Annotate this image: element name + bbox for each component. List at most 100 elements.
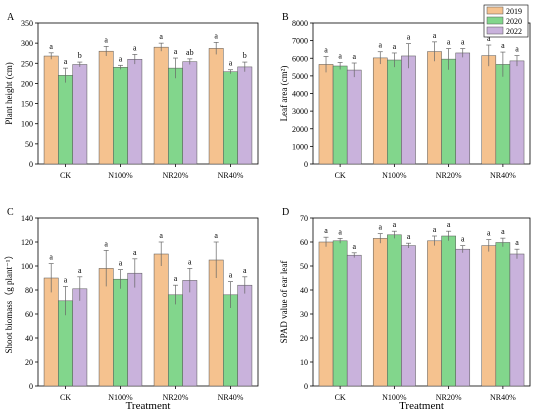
y-axis-label: SPAD value of ear leaf xyxy=(279,261,289,344)
x-tick-label: NR40% xyxy=(490,393,516,402)
significance-letter: a xyxy=(515,45,519,54)
significance-letter: a xyxy=(159,32,163,41)
bar-2020-N100% xyxy=(113,278,128,387)
bar-2022-N100% xyxy=(401,245,416,387)
significance-letter: a xyxy=(214,231,218,240)
plot-frame xyxy=(37,217,259,387)
bar-2019-NR40% xyxy=(208,48,224,165)
x-tick-label: N100% xyxy=(108,393,133,402)
y-tick-label: 20 xyxy=(25,358,33,367)
bar-2022-N100% xyxy=(127,272,143,387)
panel-letter: C xyxy=(7,207,14,218)
significance-letter: a xyxy=(461,38,465,47)
significance-letter: a xyxy=(338,51,342,60)
x-tick-label: CK xyxy=(60,171,71,180)
significance-letter: a xyxy=(352,52,356,61)
legend-label-2019: 2019 xyxy=(506,7,522,16)
legend-swatch-2020 xyxy=(486,16,504,25)
significance-letter: a xyxy=(133,43,137,52)
significance-letter: a xyxy=(324,45,328,54)
bar-2020-CK xyxy=(58,75,73,165)
x-axis-title: Treatment xyxy=(126,400,171,412)
bar-2019-CK xyxy=(43,55,59,165)
y-tick-label: 120 xyxy=(21,238,33,247)
bar-2020-NR40% xyxy=(495,64,511,165)
significance-letter: a xyxy=(407,33,411,42)
x-tick-label: N100% xyxy=(382,393,407,402)
significance-letter: a xyxy=(501,41,505,50)
significance-letter: a xyxy=(393,220,397,229)
bar-2020-N100% xyxy=(113,67,128,165)
bar-2020-CK xyxy=(332,240,348,387)
bar-2022-NR20% xyxy=(182,61,198,165)
y-tick-label: 60 xyxy=(25,310,33,319)
y-tick-label: 80 xyxy=(25,286,33,295)
bar-2022-NR40% xyxy=(509,60,525,165)
significance-letter: a xyxy=(214,31,218,40)
y-axis-label: Plant height (cm) xyxy=(4,62,14,125)
significance-letter: a xyxy=(447,220,451,229)
significance-letter: a xyxy=(188,257,192,266)
y-tick-label: 70 xyxy=(300,214,308,223)
significance-letter: a xyxy=(104,239,108,248)
x-tick-label: N100% xyxy=(108,171,133,180)
x-tick-label: CK xyxy=(335,393,346,402)
significance-letter: a xyxy=(447,38,451,47)
bar-2020-NR20% xyxy=(168,67,183,165)
y-tick-label: 40 xyxy=(300,286,308,295)
bar-2019-CK xyxy=(43,277,59,387)
bar-2020-NR40% xyxy=(223,294,238,387)
bar-2019-NR40% xyxy=(208,259,224,387)
bar-2022-NR40% xyxy=(237,66,253,165)
significance-letter: a xyxy=(461,235,465,244)
significance-letter: a xyxy=(487,34,491,43)
bar-2020-NR40% xyxy=(223,71,238,165)
bar-2022-NR40% xyxy=(237,284,253,387)
significance-letter: a xyxy=(49,42,53,51)
significance-letter: a xyxy=(64,57,68,66)
significance-letter: a xyxy=(133,248,137,257)
bar-2020-NR20% xyxy=(441,235,456,387)
significance-letter: a xyxy=(407,232,411,241)
x-tick-label: NR20% xyxy=(436,393,462,402)
bar-2019-NR20% xyxy=(153,253,169,387)
bar-2022-N100% xyxy=(127,59,143,165)
significance-letter: a xyxy=(378,223,382,232)
bar-2020-NR40% xyxy=(495,242,511,387)
y-tick-label: 140 xyxy=(21,214,33,223)
y-tick-label: 50 xyxy=(25,140,33,149)
y-tick-label: 0 xyxy=(29,382,33,391)
panel-C: C 0 20 40 60 80 100 120 140 Shoot biomass（g plant… xyxy=(4,207,259,412)
bar-2022-NR20% xyxy=(455,248,471,387)
significance-letter: a xyxy=(78,266,82,275)
plot-frame xyxy=(37,22,259,165)
y-tick-label: 60 xyxy=(300,238,308,247)
panel-letter: D xyxy=(282,207,289,218)
y-tick-label: 250 xyxy=(21,59,33,68)
bar-2019-NR20% xyxy=(153,46,169,165)
significance-letter: a xyxy=(338,227,342,236)
y-axis-label: Leaf area (cm²) xyxy=(279,66,289,122)
significance-letter: a xyxy=(64,275,68,284)
bar-2019-NR40% xyxy=(481,245,497,387)
significance-letter: a xyxy=(229,59,233,68)
significance-letter: a xyxy=(174,47,178,56)
panel-D: D 0 10 20 30 40 50 60 70 SPAD value of ear leaf CK… xyxy=(279,207,531,412)
panel-letter: A xyxy=(7,12,15,23)
bar-2019-NR20% xyxy=(427,240,442,387)
bar-2019-NR20% xyxy=(427,51,442,165)
panel-B: B 0 1000 2000 3000 4000 5000 6000 7000 8000 Leaf a… xyxy=(279,12,531,180)
x-tick-label: CK xyxy=(60,393,71,402)
significance-letter: a xyxy=(49,253,53,262)
significance-letter: a xyxy=(515,238,519,247)
y-tick-label: 7000 xyxy=(292,37,308,46)
bar-2022-CK xyxy=(72,288,88,387)
significance-letter: a xyxy=(352,242,356,251)
y-tick-label: 0 xyxy=(304,382,308,391)
significance-letter: b xyxy=(243,51,247,60)
significance-letter: a xyxy=(229,271,233,280)
significance-letter: a xyxy=(433,31,437,40)
x-tick-label: NR40% xyxy=(490,171,516,180)
